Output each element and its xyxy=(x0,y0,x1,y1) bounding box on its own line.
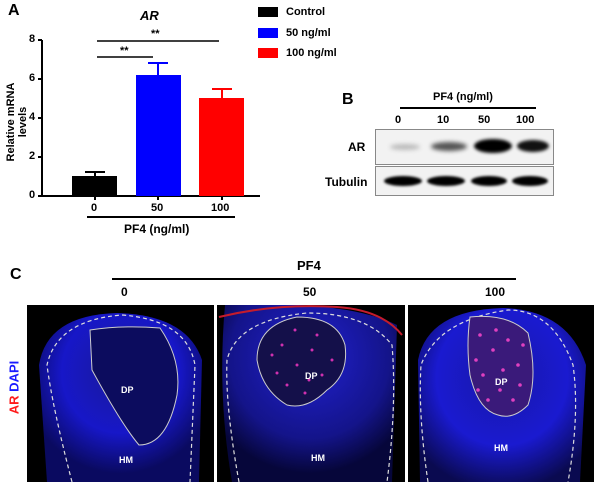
lane-label: 50 xyxy=(478,114,491,126)
region-label-dp: DP xyxy=(121,385,134,395)
legend-item-50: 50 ng/ml xyxy=(258,27,331,39)
band xyxy=(384,176,422,186)
micrograph-100: DP HM xyxy=(408,305,594,482)
legend-item-100: 100 ng/ml xyxy=(258,47,337,59)
bar-100 xyxy=(199,88,244,196)
lane-label: 100 xyxy=(516,114,535,126)
region-label-hm: HM xyxy=(494,443,508,453)
significance-marker: ** xyxy=(120,45,129,57)
legend-label: 50 ng/ml xyxy=(286,27,331,39)
band xyxy=(390,144,420,150)
x-tick: 50 xyxy=(151,202,164,214)
panel-b-letter: B xyxy=(342,91,354,108)
lane-label: 0 xyxy=(395,114,402,126)
region-label-dp: DP xyxy=(495,377,508,387)
band xyxy=(512,176,548,186)
micrograph-50: DP HM xyxy=(217,305,405,482)
x-axis-label: PF4 (ng/ml) xyxy=(124,222,190,236)
y-tick: 8 xyxy=(29,33,36,45)
bar-50 xyxy=(136,62,181,196)
stain-label: AR DAPI xyxy=(7,348,22,428)
band xyxy=(427,176,465,186)
blot-header: PF4 (ng/ml) xyxy=(433,91,493,103)
legend-label: Control xyxy=(286,6,326,18)
lane-label: 10 xyxy=(437,114,450,126)
blot-ar xyxy=(375,129,554,165)
band xyxy=(431,142,467,151)
panel-a-letter: A xyxy=(8,2,20,19)
legend-label: 100 ng/ml xyxy=(286,47,337,59)
region-label-dp: DP xyxy=(305,371,318,381)
y-tick: 0 xyxy=(29,189,36,201)
band xyxy=(474,139,512,153)
bar-control xyxy=(72,171,117,196)
y-tick: 4 xyxy=(29,111,36,123)
y-tick: 2 xyxy=(29,150,36,162)
condition-label: 50 xyxy=(303,285,317,299)
legend-swatch xyxy=(258,28,278,38)
significance-marker: ** xyxy=(151,28,160,40)
region-label-hm: HM xyxy=(311,453,325,463)
condition-label: 100 xyxy=(485,285,506,299)
band xyxy=(471,176,507,186)
blot-row-label: AR xyxy=(348,140,366,154)
blot-row-label: Tubulin xyxy=(325,175,368,189)
micro-header-line xyxy=(112,278,516,280)
micrograph-0: DP HM xyxy=(27,305,214,482)
stain-label-dapi: DAPI xyxy=(6,360,22,392)
blot-header-line xyxy=(400,107,536,109)
micro-header: PF4 xyxy=(297,258,321,273)
blot-tubulin xyxy=(375,166,554,196)
panel-c-letter: C xyxy=(10,266,22,283)
chart-title: AR xyxy=(140,8,159,23)
y-tick: 6 xyxy=(29,72,36,84)
stain-label-ar: AR xyxy=(6,395,22,415)
legend-swatch xyxy=(258,7,278,17)
legend-swatch xyxy=(258,48,278,58)
bar-chart xyxy=(38,39,260,218)
legend-item-control: Control xyxy=(258,6,325,18)
x-tick: 0 xyxy=(91,202,98,214)
band xyxy=(517,140,549,152)
condition-label: 0 xyxy=(121,285,128,299)
x-tick: 100 xyxy=(211,202,230,214)
region-label-hm: HM xyxy=(119,455,133,465)
